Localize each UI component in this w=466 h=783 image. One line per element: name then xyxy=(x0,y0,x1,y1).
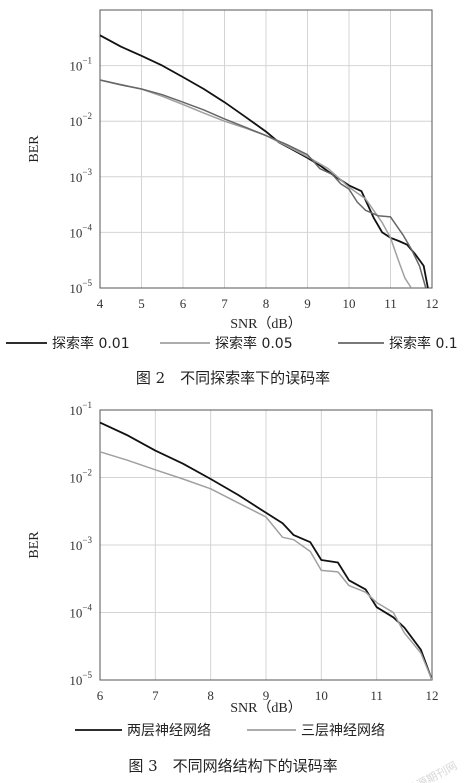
y-tick-label: 10−1 xyxy=(69,56,92,74)
y-axis-label: BER xyxy=(27,531,42,559)
watermark: 龙源期刊网 xyxy=(404,758,459,783)
y-axis-label: BER xyxy=(27,135,42,163)
x-tick-label: 10 xyxy=(343,296,356,311)
legend-label-1: 探索率 0.01 xyxy=(52,335,130,352)
x-tick-label: 12 xyxy=(426,688,439,703)
x-tick-label: 5 xyxy=(138,296,145,311)
figure-caption: 图 3 不同网络结构下的误码率 xyxy=(128,757,337,775)
y-tick-label: 10−5 xyxy=(69,670,92,688)
x-axis-label: SNR（dB） xyxy=(230,700,302,716)
y-tick-label: 10−2 xyxy=(69,111,92,129)
x-tick-label: 9 xyxy=(304,296,311,311)
x-tick-label: 4 xyxy=(97,296,104,311)
series-line-2 xyxy=(99,451,433,681)
y-tick-label: 10−2 xyxy=(69,468,92,486)
plot-frame xyxy=(99,409,433,681)
x-tick-label: 8 xyxy=(207,688,214,703)
x-tick-label: 6 xyxy=(180,296,187,311)
chart-1: 4 5 6 7 8 9 10 11 12 10−1 10−2 10−3 10−4 10−5 SNR（dB） B… xyxy=(6,9,458,387)
x-tick-label: 11 xyxy=(384,296,397,311)
x-tick-label: 9 xyxy=(263,688,270,703)
x-axis-label: SNR（dB） xyxy=(230,316,302,332)
series-line-3 xyxy=(99,79,427,289)
chart-2: 6 7 8 9 10 11 12 10−1 10−2 10−3 10−4 10−5 SNR（dB） BER… xyxy=(27,400,439,775)
y-tick-label: 10−4 xyxy=(69,603,92,621)
y-tick-label: 10−1 xyxy=(69,400,92,418)
y-tick-label: 10−3 xyxy=(69,535,92,553)
y-tick-label: 10−5 xyxy=(69,278,92,296)
series-line-1 xyxy=(99,421,433,681)
series-line-2 xyxy=(99,79,412,289)
x-tick-label: 7 xyxy=(221,296,228,311)
x-tick-label: 10 xyxy=(315,688,328,703)
x-tick-label: 7 xyxy=(152,688,159,703)
x-tick-label: 12 xyxy=(426,296,439,311)
plot-frame xyxy=(99,9,433,289)
legend-label-2: 探索率 0.05 xyxy=(215,335,293,352)
legend-label-1: 两层神经网络 xyxy=(127,723,211,739)
legend-label-3: 探索率 0.1 xyxy=(389,335,458,352)
series-line-1 xyxy=(99,34,429,289)
y-tick-label: 10−3 xyxy=(69,167,92,185)
y-tick-label: 10−4 xyxy=(69,222,92,240)
figure-caption: 图 2 不同探索率下的误码率 xyxy=(136,369,330,387)
x-tick-label: 11 xyxy=(370,688,383,703)
legend-label-2: 三层神经网络 xyxy=(301,723,385,739)
x-tick-label: 8 xyxy=(263,296,270,311)
x-tick-label: 6 xyxy=(97,688,104,703)
